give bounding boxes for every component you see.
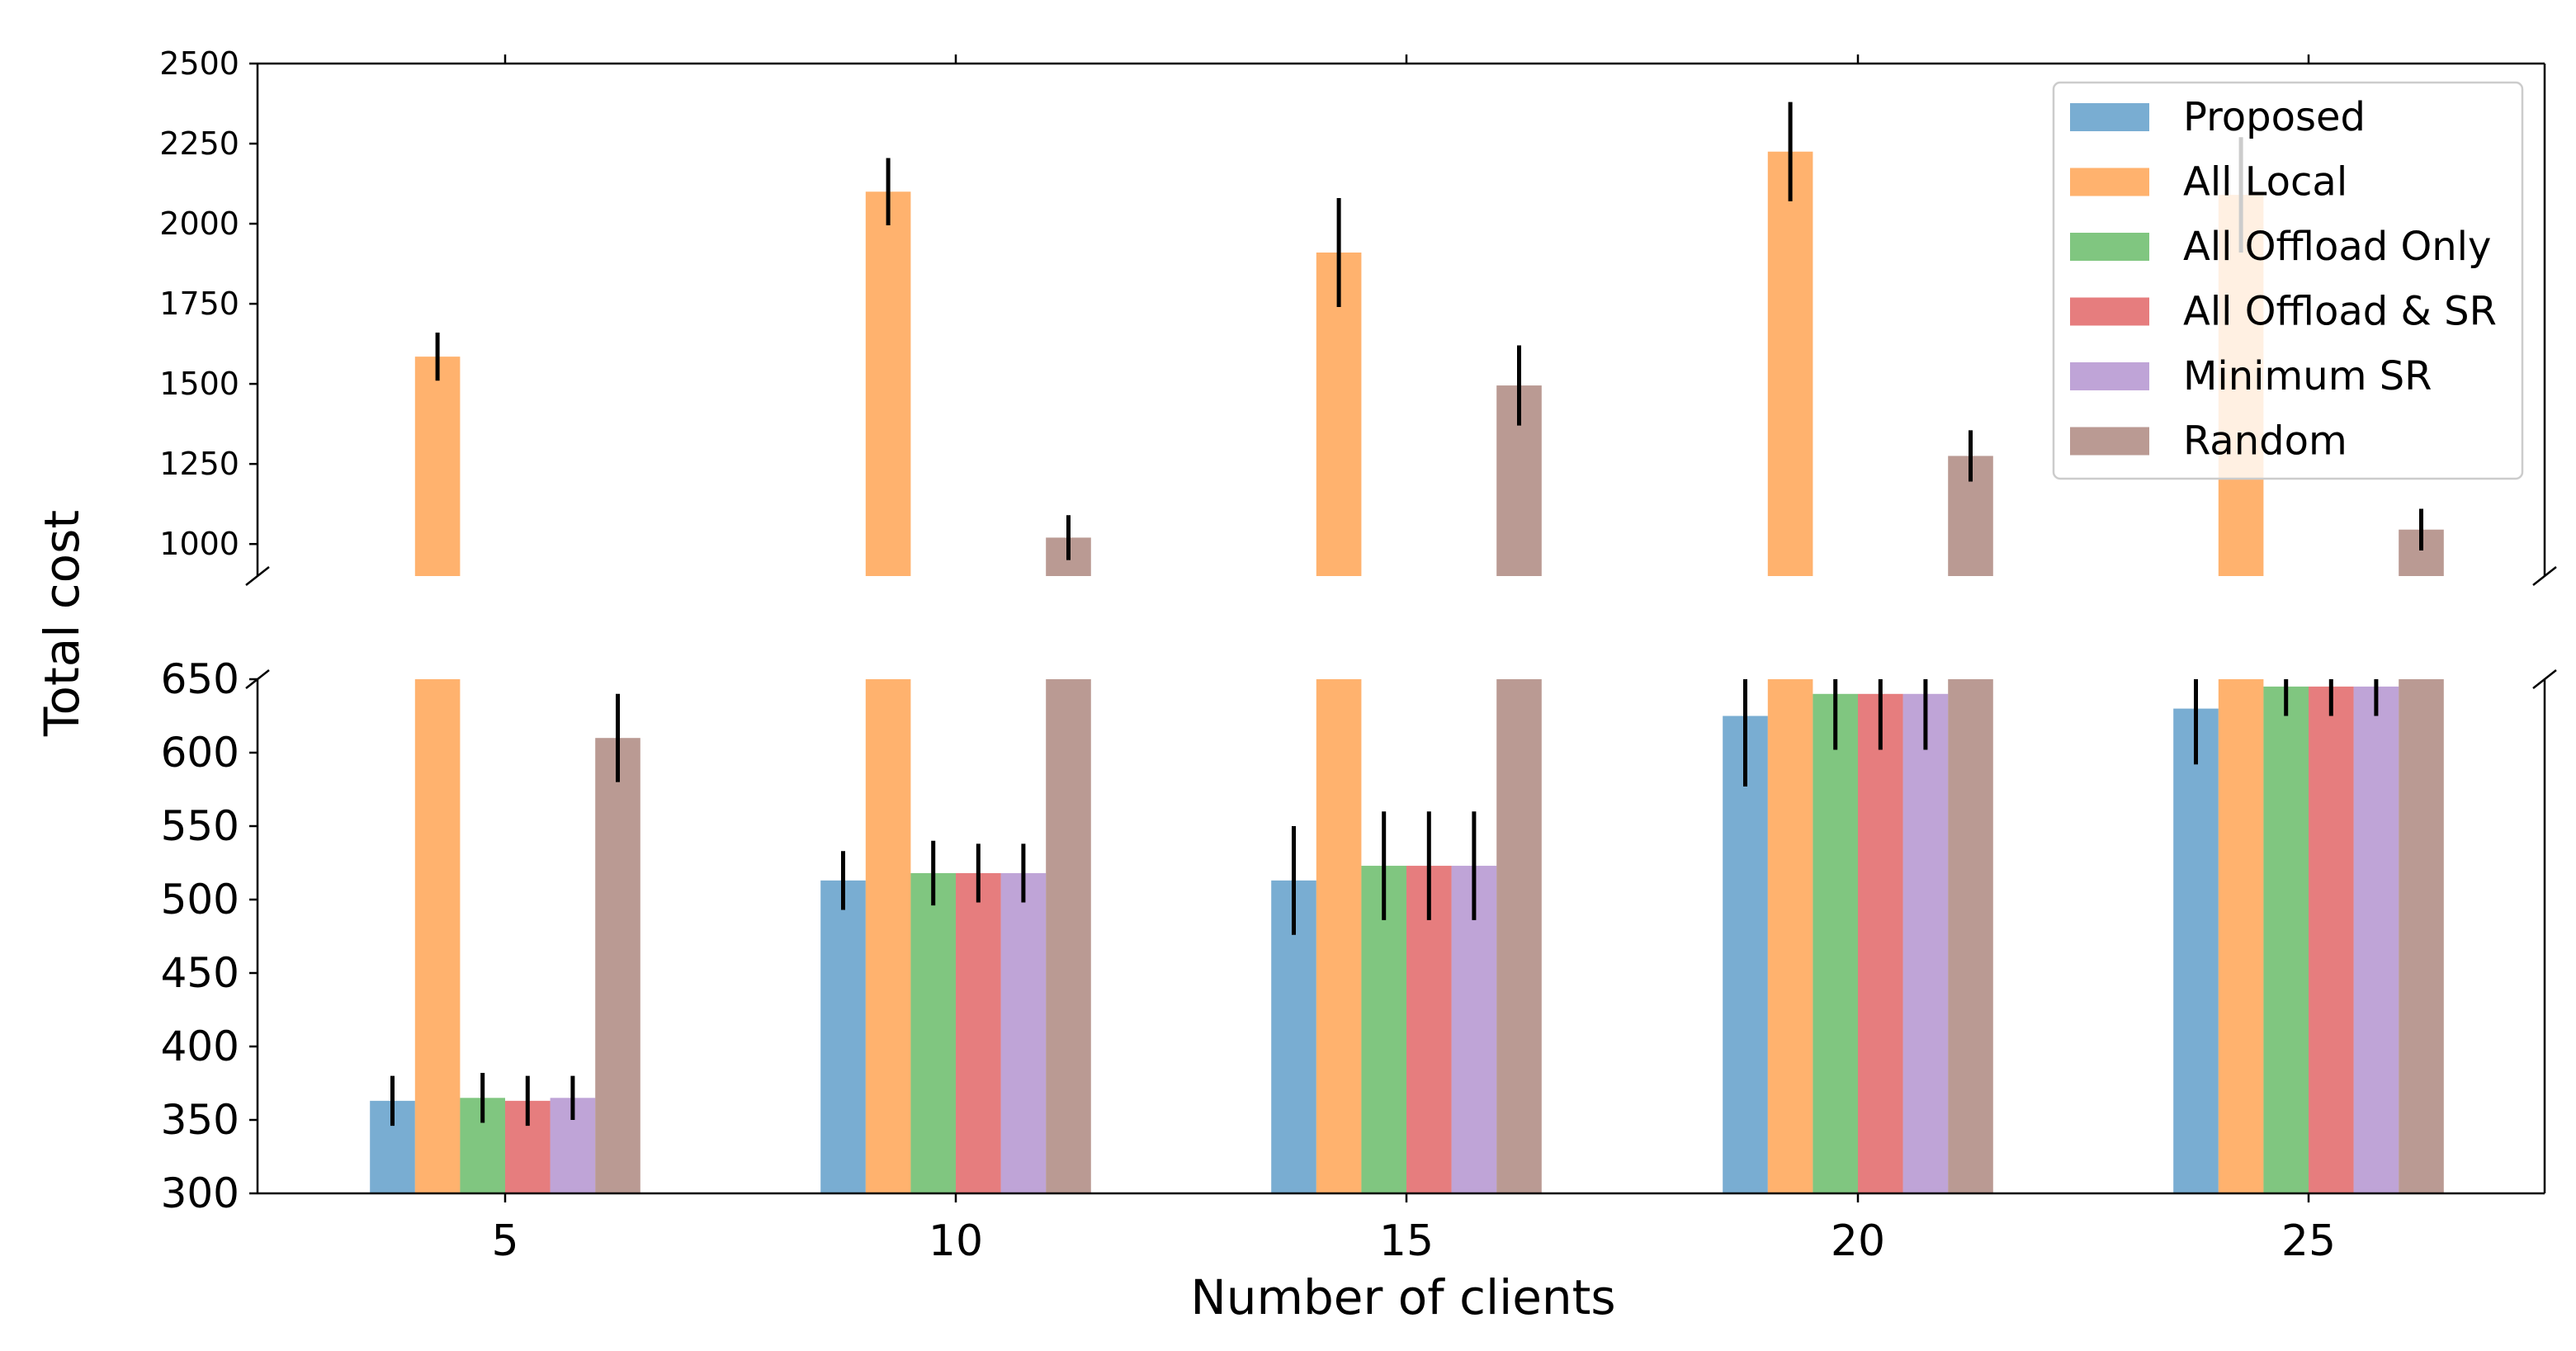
legend-box [2052, 81, 2524, 480]
bar-all-local-20-lower [1767, 679, 1813, 1193]
bar-all-local-5-lower [414, 679, 461, 1193]
legend-swatch-all-local [2070, 168, 2149, 196]
axis-break-mark [245, 566, 270, 586]
error-bars-layer [390, 102, 2423, 1127]
bottom-y-tick-label: 600 [161, 729, 239, 777]
x-tick-label: 15 [1379, 1216, 1434, 1266]
bar-all-local-5-upper [414, 357, 461, 576]
legend-label-random: Random [2183, 418, 2347, 465]
top-y-tick-label: 2500 [159, 45, 239, 82]
legend-swatch-all-offload-only [2070, 233, 2149, 261]
bottom-y-tick-label: 400 [161, 1023, 239, 1070]
legend-swatch-minimum-sr [2070, 362, 2149, 390]
bar-all-local-25-lower [2218, 679, 2264, 1193]
bar-all-local-15-lower [1316, 679, 1362, 1193]
bottom-y-tick-label: 300 [161, 1169, 239, 1217]
x-tick-label: 10 [929, 1216, 983, 1266]
ticks-layer: 1000 1250 1500 1750 2000 2250 2500 300 350 400 450… [159, 45, 2336, 1266]
x-axis-label: Number of clients [1190, 1269, 1615, 1325]
bar-all-offload-sr-25-lower [2309, 686, 2354, 1193]
y-axis-label: Total cost [34, 510, 90, 737]
bar-random-5-lower [595, 738, 640, 1193]
bottom-y-tick-label: 450 [161, 949, 239, 997]
bar-all-offload-only-10-lower [910, 872, 956, 1193]
bar-all-offload-only-20-lower [1813, 693, 1858, 1193]
bottom-y-tick-label: 550 [161, 802, 239, 850]
legend-label-all-offload-only: All Offload Only [2183, 224, 2491, 270]
bar-proposed-10-lower [820, 880, 866, 1193]
bar-proposed-25-lower [2173, 708, 2219, 1193]
axes-layer [245, 62, 2557, 1195]
legend-swatch-proposed [2070, 103, 2149, 131]
top-y-tick-label: 2000 [159, 205, 239, 242]
bar-all-local-10-lower [865, 679, 911, 1193]
top-y-tick-label: 1750 [159, 286, 239, 322]
top-y-tick-label: 2250 [159, 125, 239, 162]
bar-random-20-lower [1948, 679, 1993, 1193]
bar-proposed-20-lower [1723, 716, 1768, 1193]
bar-minimum-sr-25-lower [2353, 686, 2399, 1193]
bar-all-local-20-upper [1767, 151, 1813, 577]
legend-label-minimum-sr: Minimum SR [2183, 353, 2432, 399]
axis-break-mark [2532, 669, 2557, 689]
bottom-y-tick-label: 500 [161, 876, 239, 923]
bar-random-25-lower [2399, 679, 2444, 1193]
bar-random-15-lower [1496, 679, 1542, 1193]
bar-minimum-sr-10-lower [1000, 872, 1047, 1193]
top-y-tick-label: 1000 [159, 526, 239, 562]
bottom-y-tick-label: 350 [161, 1096, 239, 1144]
bar-all-offload-only-15-lower [1361, 866, 1406, 1193]
bar-all-local-10-upper [865, 191, 911, 576]
x-tick-label: 20 [1831, 1216, 1885, 1266]
bars-layer [370, 151, 2444, 1193]
axis-break-mark [2532, 566, 2557, 586]
legend: Proposed All Local All Offload Only All Off… [2052, 81, 2524, 480]
legend-label-proposed: Proposed [2183, 94, 2366, 140]
top-y-tick-label: 1250 [159, 446, 239, 482]
legend-swatch-random [2070, 427, 2149, 456]
x-tick-label: 25 [2281, 1216, 2336, 1266]
bar-all-offload-sr-15-lower [1406, 866, 1452, 1193]
bar-minimum-sr-15-lower [1451, 866, 1497, 1193]
bar-minimum-sr-20-lower [1902, 693, 1949, 1193]
bar-all-offload-sr-20-lower [1858, 693, 1903, 1193]
bar-all-offload-sr-10-lower [956, 872, 1001, 1193]
x-tick-label: 5 [491, 1216, 518, 1266]
bar-random-10-lower [1046, 679, 1091, 1193]
bar-all-offload-only-25-lower [2263, 686, 2309, 1193]
bottom-y-tick-label: 650 [161, 655, 239, 703]
legend-swatch-all-offload-sr [2070, 297, 2149, 326]
legend-label-all-offload-sr: All Offload & SR [2183, 289, 2497, 335]
legend-label-all-local: All Local [2183, 159, 2347, 205]
top-y-tick-label: 1500 [159, 366, 239, 402]
